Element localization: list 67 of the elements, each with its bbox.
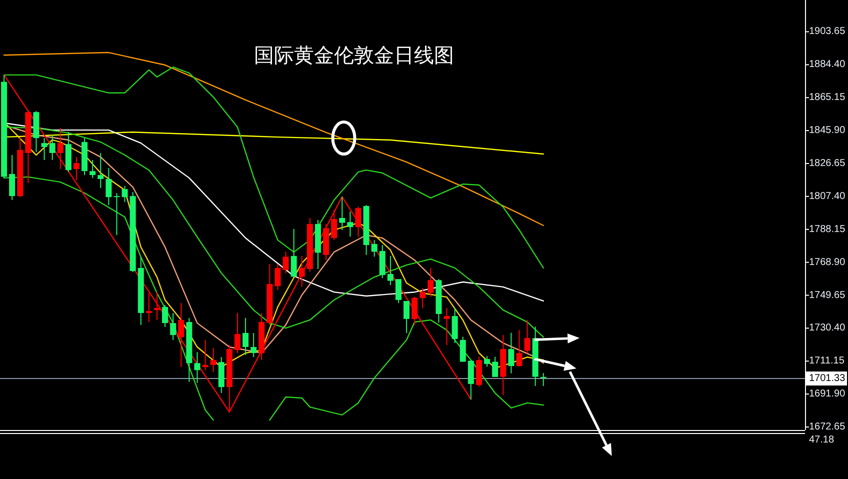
candlestick	[452, 308, 458, 344]
candlestick	[355, 206, 362, 238]
y-tick-label: 1884.40	[809, 59, 846, 70]
y-tick-label: 1807.40	[809, 190, 846, 202]
candlestick	[194, 351, 200, 384]
y-tick-label: 1768.90	[809, 256, 846, 268]
candlestick	[73, 156, 80, 181]
candlestick	[339, 196, 346, 230]
candlestick	[114, 192, 120, 236]
y-tick-label: 1903.65	[809, 26, 846, 38]
candlestick	[90, 159, 96, 178]
line-series	[3, 74, 472, 413]
candlestick	[371, 240, 378, 258]
ref-line-label: 1701.33	[809, 373, 846, 384]
candlestick	[122, 185, 128, 203]
candlestick	[420, 287, 426, 308]
candlestick	[444, 308, 450, 346]
y-tick-label: 1826.65	[809, 158, 846, 169]
candlestick	[347, 211, 354, 238]
candlestick	[508, 332, 514, 374]
candlestick	[242, 317, 249, 356]
candlestick	[484, 356, 490, 368]
candlestick	[98, 152, 104, 189]
text: 国际黄金伦敦金日线图	[254, 45, 454, 67]
candlestick	[274, 264, 281, 291]
candlestick	[162, 304, 168, 328]
candlestick	[428, 267, 434, 298]
candlestick	[468, 360, 474, 400]
candlestick	[170, 312, 176, 340]
y-tick-label: 1749.65	[809, 290, 846, 301]
y-tick-label: 1845.90	[809, 125, 846, 136]
candlestick	[210, 348, 216, 372]
candlestick	[234, 312, 240, 354]
candlestick	[524, 319, 530, 354]
y-tick-label: 1691.90	[809, 388, 846, 400]
candlestick	[379, 244, 386, 279]
candlestick	[290, 228, 297, 278]
candlestick	[331, 209, 338, 241]
text: 47.18	[809, 434, 834, 446]
candlestick	[412, 296, 418, 326]
candlestick	[9, 154, 16, 201]
y-tick-label: 1672.65	[809, 422, 846, 433]
candlestick	[492, 356, 498, 378]
candlestick	[282, 251, 289, 274]
candlestick	[250, 332, 257, 358]
candlestick	[202, 339, 208, 371]
line-series	[3, 66, 544, 269]
candlestick	[387, 255, 394, 286]
candlestick	[49, 134, 56, 160]
y-tick-label: 1788.15	[809, 224, 846, 235]
candlestick	[298, 255, 305, 288]
candlestick	[57, 127, 64, 170]
candlestick	[540, 372, 546, 387]
y-tick-label: 1730.40	[809, 322, 846, 334]
candlestick	[154, 292, 160, 320]
candlestick	[516, 330, 522, 368]
line-series	[269, 319, 544, 421]
candlestick	[395, 278, 402, 304]
candlestick	[404, 300, 410, 334]
candlestick	[178, 302, 184, 368]
candlestick	[460, 336, 466, 362]
line-series	[3, 176, 214, 421]
candlestick	[41, 138, 48, 160]
y-tick-label: 1865.15	[809, 92, 846, 104]
candlestick	[106, 168, 112, 206]
y-tick-label: 1711.15	[809, 356, 845, 367]
candlestick	[146, 292, 152, 323]
